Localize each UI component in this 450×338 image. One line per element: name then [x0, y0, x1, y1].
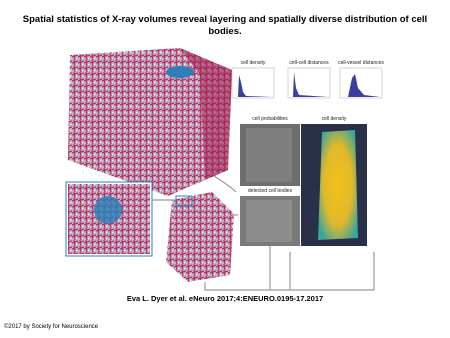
- panel-label: cell probabilities: [252, 116, 288, 122]
- panel-label: cell density: [322, 116, 347, 122]
- panel-label: cell-vessel distances: [338, 60, 384, 66]
- arrows: [152, 175, 375, 291]
- copyright: ©2017 by Society for Neuroscience: [4, 324, 99, 330]
- panel-label: detected cell bodies: [248, 188, 293, 194]
- image-panels: cell probabilities cell density detected…: [240, 116, 367, 246]
- panel-label: cell-cell distances: [289, 60, 329, 66]
- zoom-renders: [65, 181, 234, 282]
- caption: Eva L. Dyer et al. eNeuro 2017;4:ENEURO.…: [126, 294, 324, 303]
- slide-title: Spatial statistics of X-ray volumes reve…: [22, 14, 428, 37]
- panel-label: cell density: [241, 60, 266, 66]
- histograms: cell density cell-cell distances cell-ve…: [231, 60, 384, 99]
- volume-render: [68, 48, 232, 196]
